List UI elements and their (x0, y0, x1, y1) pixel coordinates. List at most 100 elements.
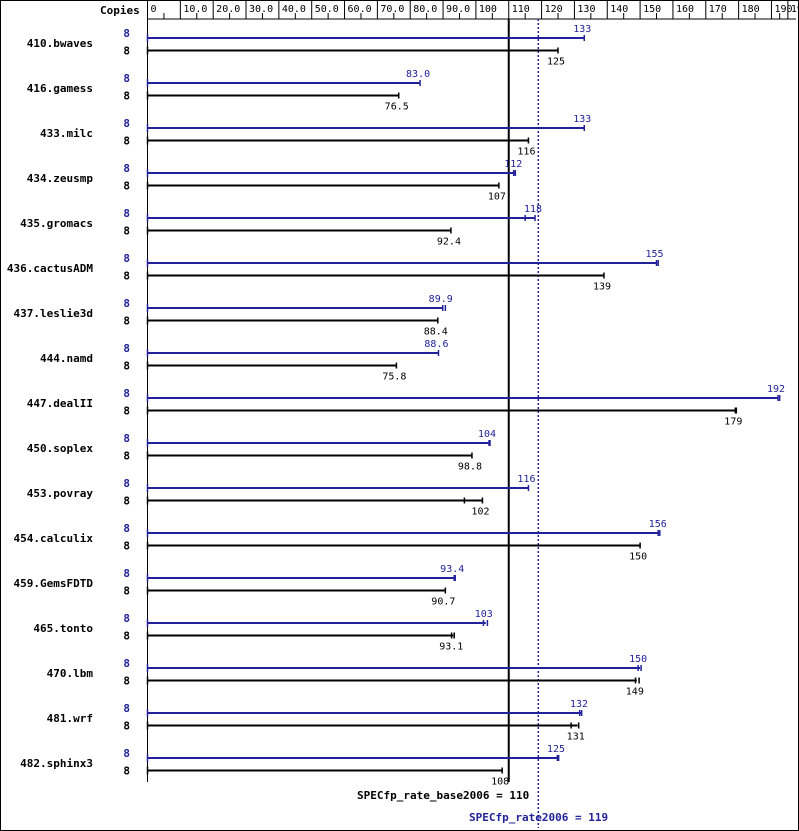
base-copies: 8 (123, 765, 130, 778)
peak-value-label: 112 (504, 159, 522, 170)
x-tick-label: 150 (643, 4, 661, 15)
peak-copies: 8 (123, 72, 130, 85)
peak-copies: 8 (123, 432, 130, 445)
peak-copies: 8 (123, 387, 130, 400)
base-value-label: 179 (724, 417, 742, 428)
base-copies: 8 (123, 450, 130, 463)
benchmark-label: 433.milc (40, 127, 93, 140)
x-tick-label: 0 (151, 4, 157, 15)
base-copies: 8 (123, 90, 130, 103)
peak-value-label: 104 (478, 429, 496, 440)
peak-value-label: 132 (570, 699, 588, 710)
base-value-label: 88.4 (424, 327, 448, 338)
x-tick-label: 100 (479, 4, 497, 15)
base-copies: 8 (123, 360, 130, 373)
x-tick-label: 20.0 (216, 4, 240, 15)
x-tick-label: 110 (512, 4, 530, 15)
peak-copies: 8 (123, 117, 130, 130)
benchmark-label: 454.calculix (14, 532, 94, 545)
x-tick-label: 120 (545, 4, 563, 15)
base-value-label: 139 (593, 282, 611, 293)
x-tick-label: 10.0 (183, 4, 207, 15)
benchmark-label: 470.lbm (47, 667, 94, 680)
benchmark-label: 416.gamess (27, 82, 93, 95)
peak-value-label: 125 (547, 744, 565, 755)
base-value-label: 75.8 (382, 372, 406, 383)
base-value-label: 149 (626, 687, 644, 698)
peak-value-label: 116 (517, 474, 535, 485)
peak-value-label: 83.0 (406, 69, 430, 80)
x-tick-label: 40.0 (282, 4, 306, 15)
x-tick-label: 80.0 (413, 4, 437, 15)
peak-reference-label: SPECfp_rate2006 = 119 (469, 811, 608, 824)
base-value-label: 98.8 (458, 462, 482, 473)
peak-value-label: 89.9 (429, 294, 453, 305)
base-copies: 8 (123, 720, 130, 733)
peak-copies: 8 (123, 747, 130, 760)
x-tick-label: 130 (577, 4, 595, 15)
base-value-label: 131 (567, 732, 585, 743)
base-copies: 8 (123, 225, 130, 238)
base-copies: 8 (123, 135, 130, 148)
x-tick-label: 190 (774, 4, 792, 15)
base-copies: 8 (123, 495, 130, 508)
peak-copies: 8 (123, 162, 130, 175)
base-copies: 8 (123, 45, 130, 58)
x-tick-label: 70.0 (380, 4, 404, 15)
benchmark-label: 481.wrf (47, 712, 93, 725)
peak-value-label: 150 (629, 654, 647, 665)
base-copies: 8 (123, 180, 130, 193)
x-tick-label: 60.0 (348, 4, 372, 15)
peak-copies: 8 (123, 207, 130, 220)
base-copies: 8 (123, 405, 130, 418)
base-value-label: 76.5 (385, 102, 409, 113)
base-copies: 8 (123, 270, 130, 283)
benchmark-label: 447.dealII (27, 397, 93, 410)
base-value-label: 116 (517, 147, 535, 158)
peak-value-label: 93.4 (440, 564, 464, 575)
benchmark-label: 410.bwaves (27, 37, 93, 50)
base-value-label: 93.1 (439, 642, 463, 653)
peak-value-label: 103 (475, 609, 493, 620)
peak-copies: 8 (123, 252, 130, 265)
base-value-label: 90.7 (431, 597, 455, 608)
x-tick-label: 90.0 (446, 4, 470, 15)
peak-copies: 8 (123, 702, 130, 715)
benchmark-label: 436.cactusADM (7, 262, 93, 275)
peak-copies: 8 (123, 657, 130, 670)
benchmark-label: 444.namd (40, 352, 93, 365)
benchmark-label: 465.tonto (33, 622, 93, 635)
peak-value-label: 133 (573, 24, 591, 35)
base-value-label: 92.4 (437, 237, 461, 248)
x-tick-label: 195 (791, 4, 799, 15)
benchmark-label: 435.gromacs (20, 217, 93, 230)
peak-value-label: 118 (524, 204, 542, 215)
benchmark-label: 450.soplex (27, 442, 94, 455)
peak-copies: 8 (123, 522, 130, 535)
x-tick-label: 140 (610, 4, 628, 15)
peak-copies: 8 (123, 612, 130, 625)
base-reference-label: SPECfp_rate_base2006 = 110 (357, 789, 529, 802)
peak-value-label: 155 (645, 249, 663, 260)
base-value-label: 125 (547, 57, 565, 68)
benchmark-label: 453.povray (27, 487, 94, 500)
x-tick-label: 180 (742, 4, 760, 15)
base-copies: 8 (123, 540, 130, 553)
peak-value-label: 192 (767, 384, 785, 395)
x-tick-label: 50.0 (315, 4, 339, 15)
benchmark-label: 437.leslie3d (14, 307, 93, 320)
base-value-label: 108 (491, 777, 509, 788)
peak-copies: 8 (123, 477, 130, 490)
x-tick-label: 30.0 (249, 4, 273, 15)
base-copies: 8 (123, 675, 130, 688)
base-value-label: 150 (629, 552, 647, 563)
peak-value-label: 88.6 (424, 339, 448, 350)
peak-value-label: 156 (649, 519, 667, 530)
peak-copies: 8 (123, 27, 130, 40)
peak-copies: 8 (123, 297, 130, 310)
base-copies: 8 (123, 585, 130, 598)
base-value-label: 107 (488, 192, 506, 203)
